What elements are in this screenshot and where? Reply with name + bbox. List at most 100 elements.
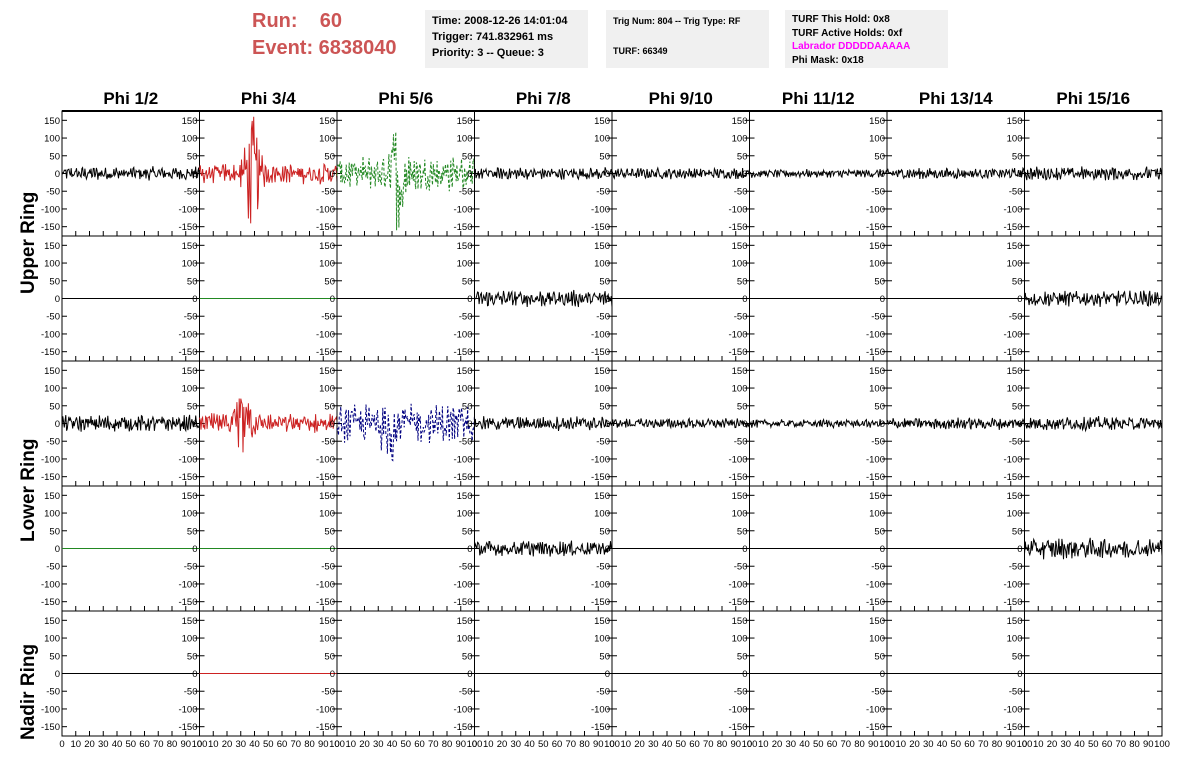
x-tick-label: 0 bbox=[59, 739, 64, 750]
y-tick-label: 150 bbox=[869, 491, 885, 502]
y-tick-label: 50 bbox=[187, 401, 198, 412]
y-tick-label: 100 bbox=[869, 509, 885, 520]
y-tick-label: 50 bbox=[462, 651, 473, 662]
y-tick-label: -50 bbox=[1009, 187, 1023, 198]
y-tick-label: 100 bbox=[457, 134, 473, 145]
y-tick-label: -50 bbox=[734, 312, 748, 323]
y-tick-label: 150 bbox=[1007, 616, 1023, 627]
y-tick-label: -150 bbox=[591, 347, 610, 358]
y-tick-label: -50 bbox=[184, 562, 198, 573]
x-tick-label: 50 bbox=[400, 739, 411, 750]
y-tick-label: -50 bbox=[871, 437, 885, 448]
x-tick-label: 30 bbox=[923, 739, 934, 750]
y-tick-label: 0 bbox=[880, 544, 885, 555]
y-tick-label: 100 bbox=[732, 634, 748, 645]
y-tick-label: 150 bbox=[869, 616, 885, 627]
waveform-trace bbox=[886, 417, 1025, 430]
y-tick-label: -50 bbox=[1009, 312, 1023, 323]
y-tick-label: -150 bbox=[453, 722, 472, 733]
y-tick-label: 100 bbox=[457, 634, 473, 645]
y-tick-label: 0 bbox=[192, 669, 197, 680]
y-tick-label: -150 bbox=[866, 722, 885, 733]
time-text: Time: 2008-12-26 14:01:04 bbox=[432, 15, 568, 27]
panel-r3-c5: 150 100 50 0 -50 -100 -150 bbox=[591, 360, 750, 487]
y-tick-label: 50 bbox=[874, 151, 885, 162]
y-tick-label: 150 bbox=[869, 241, 885, 252]
y-tick-label: -100 bbox=[178, 329, 197, 340]
y-tick-label: -100 bbox=[453, 204, 472, 215]
y-tick-label: -100 bbox=[41, 454, 60, 465]
x-tick-label: 20 bbox=[497, 739, 508, 750]
y-tick-label: 100 bbox=[457, 384, 473, 395]
y-tick-label: -50 bbox=[596, 562, 610, 573]
x-tick-label: 20 bbox=[84, 739, 95, 750]
y-tick-label: -50 bbox=[459, 687, 473, 698]
y-tick-label: 0 bbox=[1017, 419, 1022, 430]
x-tick-label: 100 bbox=[879, 739, 895, 750]
x-tick-label: 80 bbox=[854, 739, 865, 750]
waveform-trace bbox=[474, 416, 613, 431]
y-tick-label: 50 bbox=[599, 276, 610, 287]
y-tick-label: 0 bbox=[330, 669, 335, 680]
panel-r5-c8: 150 100 50 0 -50 -100 -150 bbox=[1003, 610, 1163, 737]
y-tick-label: 150 bbox=[594, 491, 610, 502]
y-tick-label: -50 bbox=[734, 187, 748, 198]
y-tick-label: -150 bbox=[866, 222, 885, 233]
y-tick-label: 100 bbox=[1007, 634, 1023, 645]
x-tick-label: 80 bbox=[992, 739, 1003, 750]
y-tick-label: 50 bbox=[1012, 151, 1023, 162]
x-tick-label: 20 bbox=[359, 739, 370, 750]
y-tick-label: 0 bbox=[742, 294, 747, 305]
y-tick-label: -50 bbox=[1009, 437, 1023, 448]
y-tick-label: -100 bbox=[728, 704, 747, 715]
x-tick-label: 70 bbox=[1115, 739, 1126, 750]
y-tick-label: -100 bbox=[41, 704, 60, 715]
y-tick-label: 50 bbox=[737, 401, 748, 412]
x-tick-label: 0 bbox=[747, 739, 752, 750]
x-tick-label: 30 bbox=[98, 739, 109, 750]
x-tick-label: 0 bbox=[1022, 739, 1027, 750]
y-tick-label: 150 bbox=[869, 366, 885, 377]
y-tick-label: -150 bbox=[178, 597, 197, 608]
y-tick-label: -150 bbox=[866, 472, 885, 483]
x-tick-label: 90 bbox=[730, 739, 741, 750]
y-tick-label: 150 bbox=[594, 616, 610, 627]
y-tick-label: -50 bbox=[734, 687, 748, 698]
waveform-trace bbox=[1024, 537, 1163, 560]
waveform-trace bbox=[61, 165, 200, 181]
y-tick-label: -50 bbox=[46, 312, 60, 323]
turf-info-box: TURF This Hold: 0x8 TURF Active Holds: 0… bbox=[785, 10, 948, 68]
y-tick-label: -100 bbox=[41, 329, 60, 340]
y-tick-label: 50 bbox=[49, 526, 60, 537]
y-tick-label: 150 bbox=[1007, 241, 1023, 252]
panel-r4-c8: 150 100 50 0 -50 -100 -150 bbox=[1003, 485, 1163, 612]
panel-r3-c7: 150 100 50 0 -50 -100 -150 bbox=[866, 360, 1025, 487]
x-tick-label: 60 bbox=[139, 739, 150, 750]
y-tick-label: 150 bbox=[319, 116, 335, 127]
y-tick-label: 50 bbox=[737, 276, 748, 287]
y-tick-label: -150 bbox=[316, 597, 335, 608]
y-tick-label: 150 bbox=[732, 366, 748, 377]
y-tick-label: 0 bbox=[467, 669, 472, 680]
y-tick-label: -150 bbox=[1003, 597, 1022, 608]
x-tick-label: 10 bbox=[758, 739, 769, 750]
column-header-1: Phi 1/2 bbox=[103, 89, 158, 108]
y-tick-label: -50 bbox=[596, 187, 610, 198]
panel-r4-c3: 150 100 50 0 -50 -100 -150 bbox=[316, 485, 475, 612]
x-tick-label: 40 bbox=[799, 739, 810, 750]
panel-r1-c2: 150 100 50 0 -50 -100 -150 bbox=[178, 110, 338, 237]
y-tick-label: 150 bbox=[1007, 491, 1023, 502]
y-tick-label: -100 bbox=[728, 204, 747, 215]
y-tick-label: -150 bbox=[866, 347, 885, 358]
y-tick-label: -50 bbox=[321, 562, 335, 573]
x-tick-label: 10 bbox=[70, 739, 81, 750]
y-tick-label: 50 bbox=[599, 401, 610, 412]
x-tick-label: 50 bbox=[950, 739, 961, 750]
x-tick-label: 20 bbox=[634, 739, 645, 750]
panel-r2-c2: 150 100 50 0 -50 -100 -150 bbox=[178, 235, 338, 362]
y-tick-label: 50 bbox=[49, 401, 60, 412]
x-tick-label: 30 bbox=[648, 739, 659, 750]
y-tick-label: -50 bbox=[184, 312, 198, 323]
panel-r1-c5: 150 100 50 0 -50 -100 -150 bbox=[591, 110, 750, 237]
